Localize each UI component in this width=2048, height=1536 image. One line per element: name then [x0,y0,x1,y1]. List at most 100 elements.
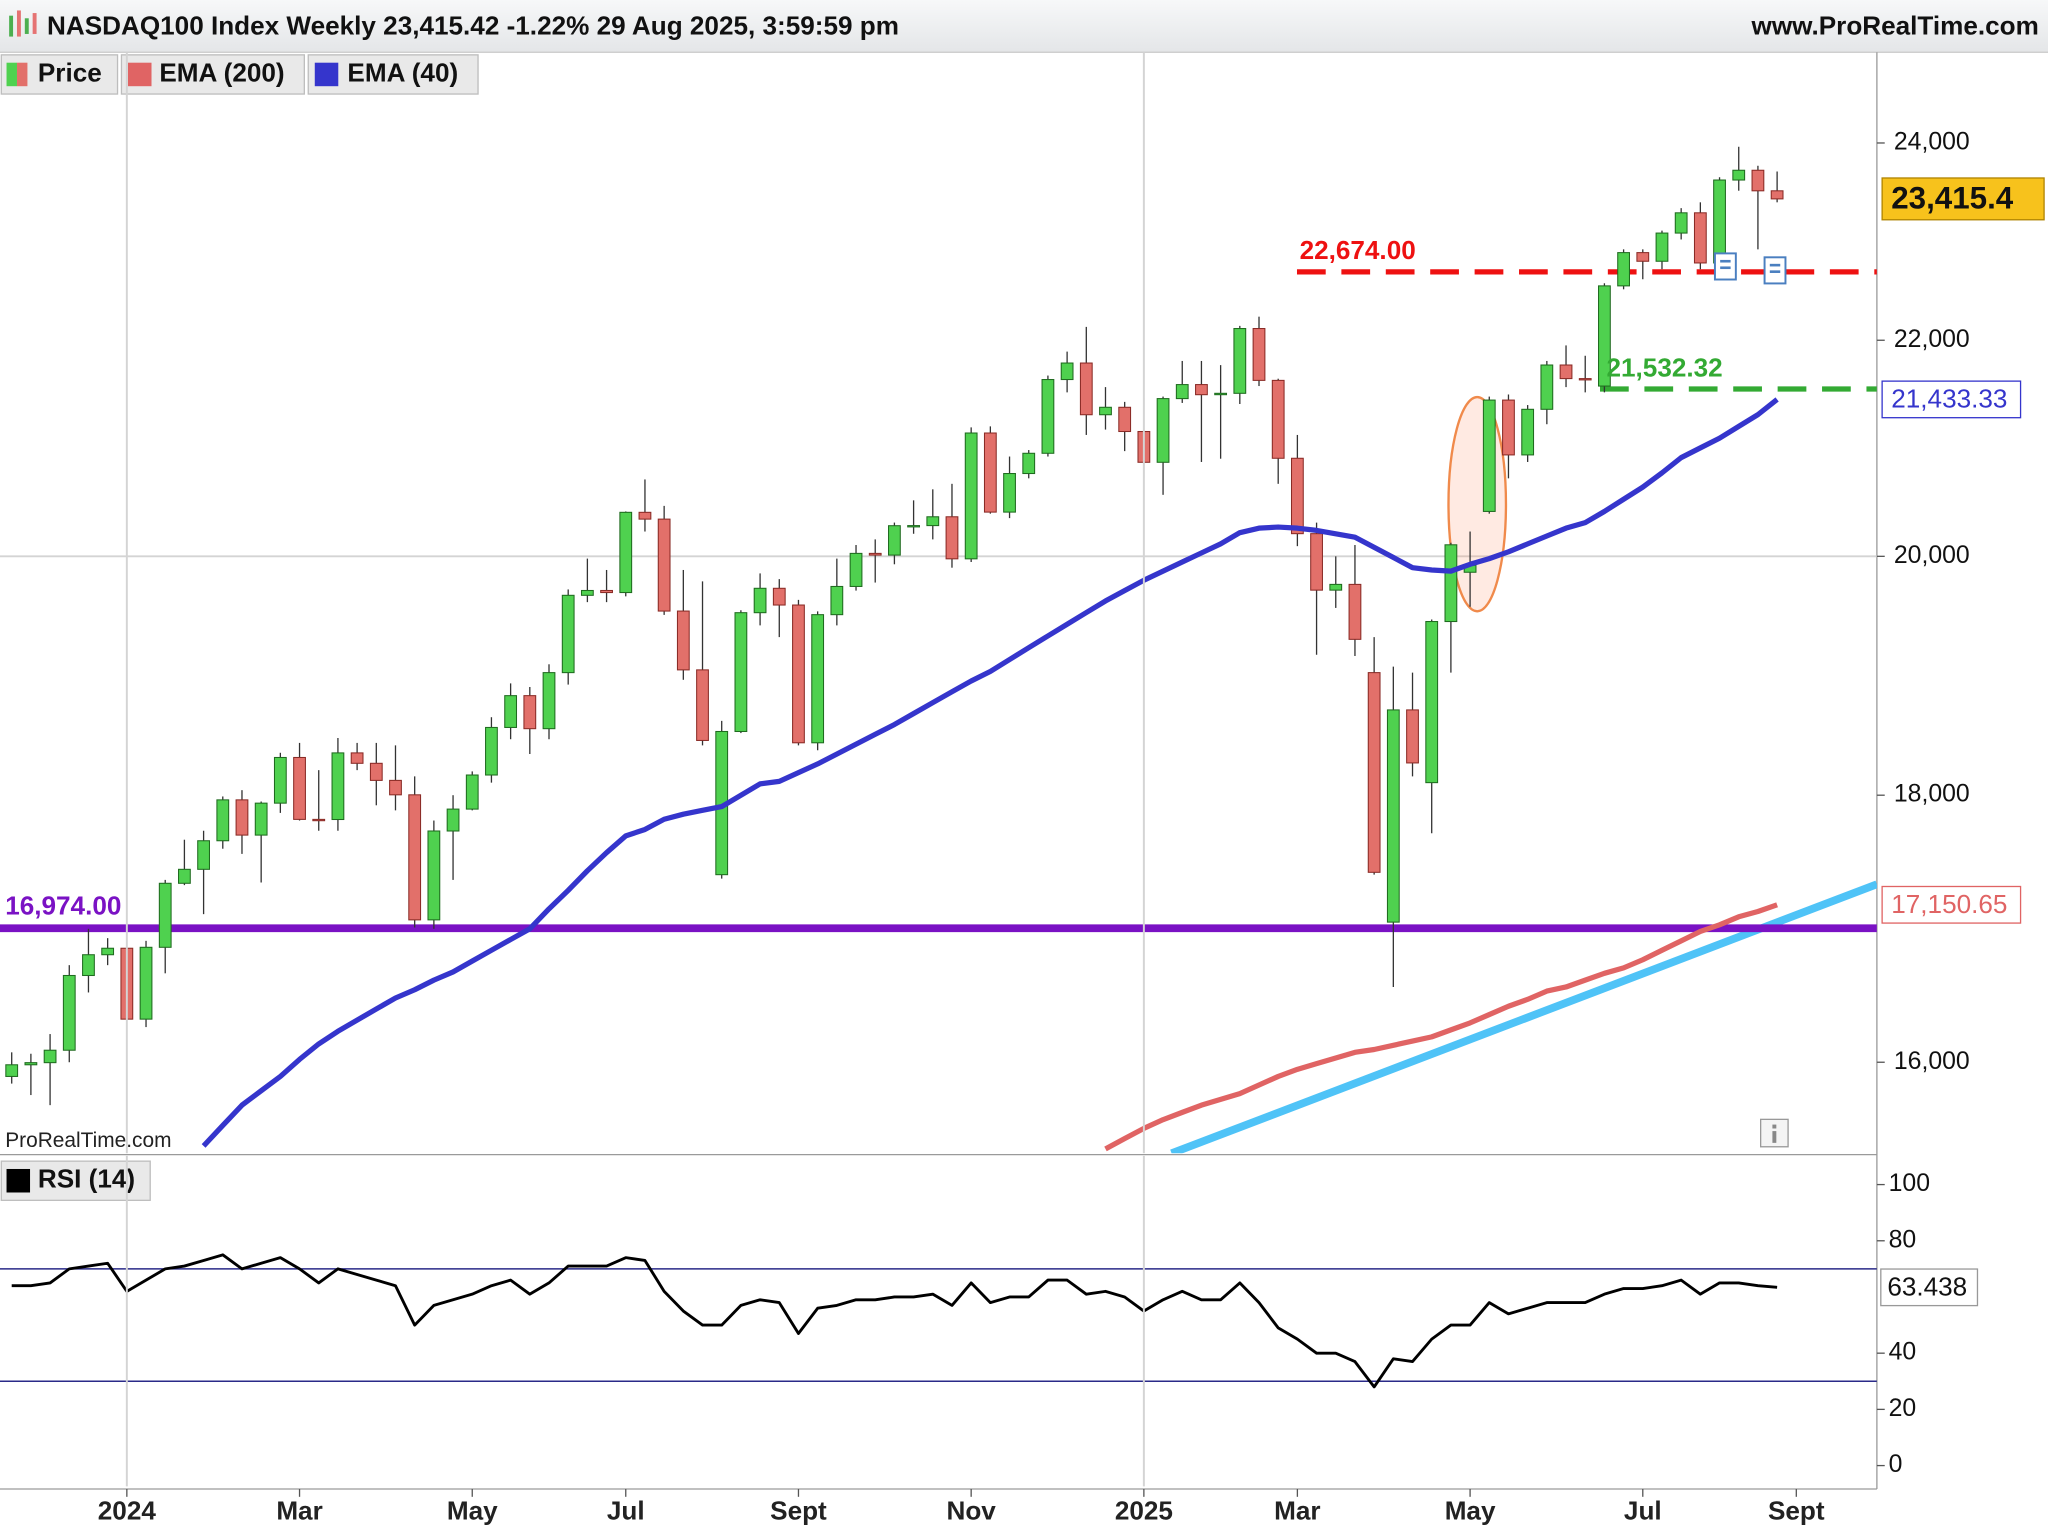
candle-body [1713,179,1726,264]
y-tick-label: 20,000 [1894,542,1970,569]
candle-body [101,947,115,956]
x-tick-label: Sept [1768,1495,1825,1525]
legend-box [120,54,305,95]
candle-body [1559,364,1573,380]
candle-body [945,516,959,560]
candle-body [216,799,230,842]
info-icon [1760,1118,1789,1148]
candle-body [1732,169,1746,181]
candle-body [1041,379,1055,454]
x-tick-label: Mar [276,1495,322,1525]
candle-body [1521,408,1535,456]
candle-body [24,1062,38,1066]
candle-body [254,802,268,836]
candle-body [734,612,748,733]
rsi-plot [0,1253,1877,1389]
candle-body [830,585,844,616]
candle-body [369,762,383,781]
candle-body [1617,252,1631,287]
ema-line [201,397,1779,1148]
note-icon [1769,263,1781,267]
x-tick-label: 2025 [1115,1495,1173,1525]
candle-body [1386,709,1400,923]
legend-swatch [16,62,28,87]
ema-label: 17,150.65 [1891,889,2007,919]
candle-body [753,587,767,614]
candle-body [907,525,920,528]
candle-body [523,695,537,730]
candle-body [1079,362,1093,416]
candle-body [331,752,345,821]
candle-body [1444,544,1458,623]
app-icon [9,10,37,37]
candle-body [1770,190,1784,200]
candle-body [619,511,633,594]
candle-body [62,974,76,1051]
candle-body [1425,621,1439,784]
candle-body [1348,583,1362,640]
candle-body [1367,672,1381,873]
candle-body [408,794,422,921]
candle-body [772,587,786,606]
candle-body [1022,452,1036,475]
candle-body [1290,457,1304,535]
candle-body [849,552,863,587]
candle-body [273,756,287,804]
candle-body [235,799,249,836]
y-tick-label: 100 [1889,1170,1930,1197]
legend-label: EMA (40) [347,57,458,87]
y-tick-label: 40 [1889,1339,1917,1366]
candle-body [1578,378,1592,381]
price-label-box [1881,177,2045,221]
candle-body [926,516,940,527]
candle-body [1329,583,1343,591]
x-tick-label: May [1445,1495,1496,1525]
x-tick-label: Mar [1274,1495,1320,1525]
candle-body [178,868,191,884]
candle-body [293,756,306,820]
candle-body [1118,406,1132,433]
candle-body [1310,533,1323,591]
ema-label: 21,433.33 [1891,384,2007,414]
candle-body [485,726,498,776]
rsi-label-box [1880,1268,1979,1307]
candle-body [868,552,882,556]
candle-body [389,779,402,796]
candle-body [542,672,556,730]
candle-body [676,610,690,671]
legend: Price EMA (200) EMA (40) [0,54,479,95]
x-tick-label: May [447,1495,498,1525]
price-plot [0,146,1877,1154]
y-tick-label: 22,000 [1894,326,1970,353]
legend-swatch [314,62,339,87]
candle-body [1195,384,1208,396]
candle-body [657,518,671,612]
legend-swatch [128,62,152,87]
candle-body [1598,285,1611,387]
candle-body [964,432,978,560]
level-label: 22,674.00 [1300,235,1416,265]
candle-body [1233,328,1247,394]
candle-body [1252,328,1266,381]
legend-label: Price [38,57,102,87]
source: www.ProRealTime.com [1751,10,2039,40]
y-tick-label: 0 [1889,1451,1903,1478]
y-tick-label: 24,000 [1894,129,1970,156]
candle-body [1540,364,1554,410]
candle-body [427,830,441,921]
candle-body [1751,169,1765,192]
candle-body [1175,384,1189,400]
level-label: 16,974.00 [5,890,121,920]
candle-body [580,589,594,596]
candle-body [350,752,364,764]
candle-body [983,432,997,513]
candle-body [1693,212,1707,264]
x-tick-label: Sept [770,1495,827,1525]
candle-body [1406,709,1419,764]
note-icon [1720,266,1731,270]
candle-body [561,594,575,674]
note-icon [1769,270,1781,273]
candle-body [792,604,805,744]
